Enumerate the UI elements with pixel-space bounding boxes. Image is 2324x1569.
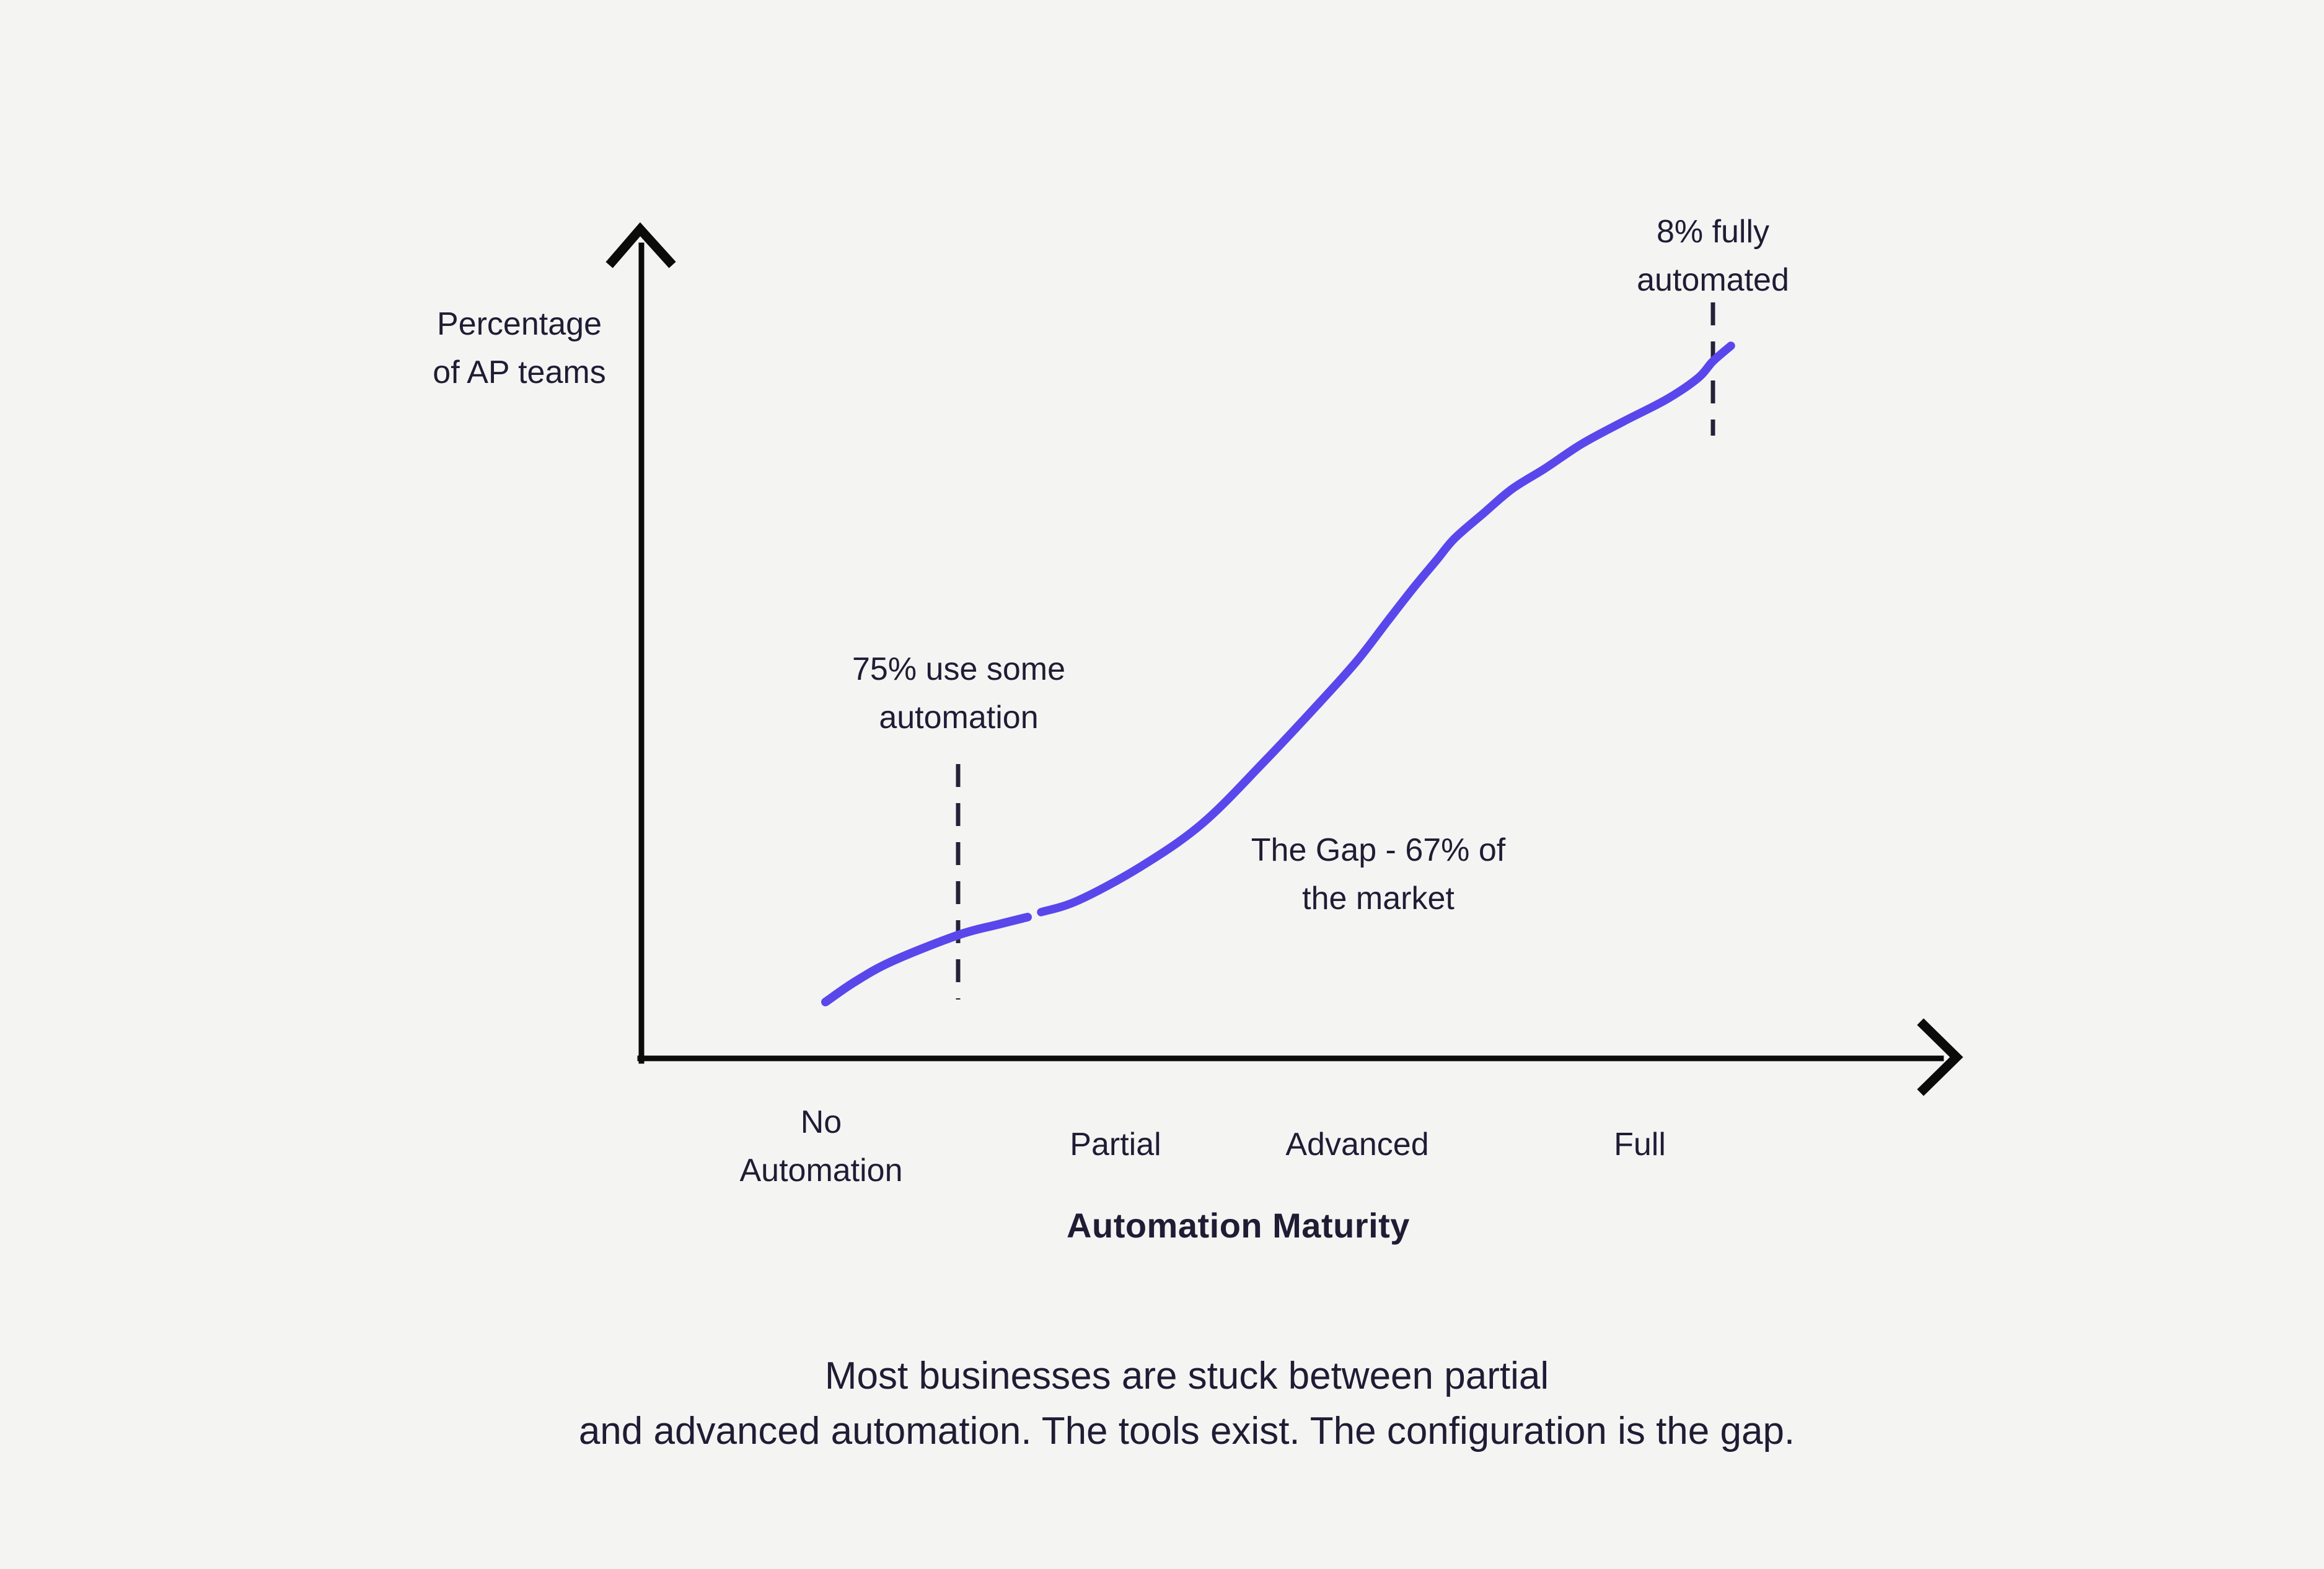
automation-maturity-chart: Percentage of AP teams 75% use some auto… — [25, 10, 2324, 1559]
x-axis-arrow-icon — [1917, 1018, 1963, 1096]
chart-caption: Most businesses are stuck between partia… — [578, 1355, 1795, 1453]
x-tick-partial: Partial — [1070, 1127, 1161, 1162]
y-axis-arrow-icon — [605, 222, 676, 268]
annotation-the-gap: The Gap - 67% of the market — [1251, 832, 1506, 916]
annotation-fully-automated: 8% fully automated — [1637, 214, 1789, 298]
y-axis-label: Percentage of AP teams — [433, 306, 606, 390]
chart-canvas — [605, 222, 1963, 1096]
x-tick-advanced: Advanced — [1285, 1127, 1429, 1162]
x-axis-title: Automation Maturity — [1067, 1206, 1410, 1245]
x-tick-no-automation: No Automation — [739, 1104, 903, 1189]
x-tick-full: Full — [1614, 1127, 1666, 1162]
adoption-curve-stroke-2 — [1037, 341, 1735, 916]
annotation-some-automation: 75% use some automation — [852, 651, 1065, 736]
adoption-curve-stroke-1 — [821, 913, 1032, 1006]
